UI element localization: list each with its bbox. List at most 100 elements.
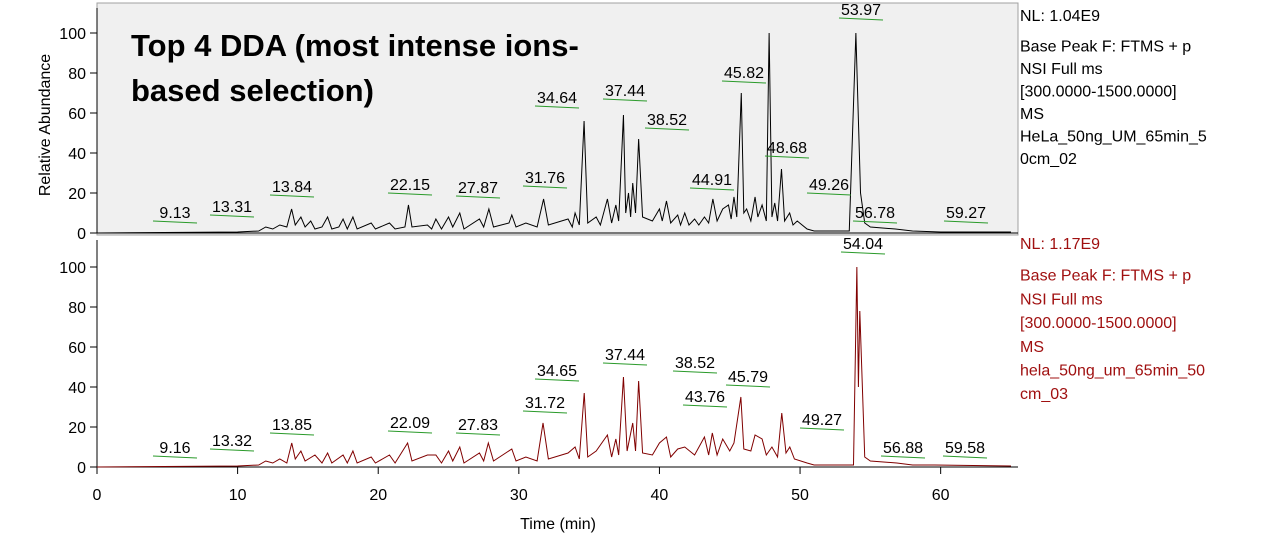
peak-leader: [806, 192, 852, 196]
peak-label: 45.79: [728, 369, 768, 386]
info-line: HeLa_50ng_UM_65min_5: [1020, 129, 1207, 146]
peak-label: 27.83: [458, 417, 498, 434]
y-tick-label: 100: [59, 26, 86, 43]
peak-leader: [880, 455, 926, 459]
peak-leader: [534, 378, 580, 382]
info-line: hela_50ng_um_65min_50: [1020, 363, 1205, 380]
peak-leader: [764, 155, 810, 159]
info-line: MS: [1020, 106, 1044, 123]
peak-leader: [689, 187, 735, 191]
info-line: Base Peak F: FTMS + p: [1020, 268, 1191, 285]
peak-label: 56.78: [855, 205, 895, 222]
peak-label: 27.87: [458, 180, 498, 197]
y-tick-label: 60: [68, 340, 86, 357]
peak-label: 9.13: [159, 205, 190, 222]
y-tick-label: 0: [77, 226, 86, 243]
peak-leader: [209, 214, 255, 218]
info-line: [300.0000-1500.0000]: [1020, 315, 1177, 332]
info-line: NL: 1.17E9: [1020, 236, 1100, 253]
info-line: MS: [1020, 339, 1044, 356]
peak-label: 59.58: [945, 440, 985, 457]
peak-leader: [942, 455, 988, 459]
info-line: 0cm_02: [1020, 151, 1077, 168]
peak-leader: [602, 362, 648, 366]
y-tick-label: 20: [68, 420, 86, 437]
trace: [96, 32, 1011, 234]
x-axis-label: Time (min): [520, 516, 596, 533]
peak-leader: [534, 105, 580, 109]
peak-label: 13.84: [272, 179, 312, 196]
peak-leader: [387, 192, 433, 196]
peak-leader: [682, 404, 728, 408]
peak-label: 38.52: [675, 355, 715, 372]
y-tick-label: 80: [68, 66, 86, 83]
peak-label: 37.44: [605, 83, 645, 100]
x-tick-label: 20: [369, 487, 387, 504]
info-line: NSI Full ms: [1020, 61, 1103, 78]
x-tick-label: 10: [229, 487, 247, 504]
peak-leader: [455, 195, 501, 199]
peak-label: 13.31: [212, 199, 252, 216]
y-tick-label: 100: [59, 260, 86, 277]
peak-label: 43.76: [685, 389, 725, 406]
peak-label: 22.09: [390, 415, 430, 432]
peak-leader: [725, 384, 771, 388]
peak-label: 9.16: [159, 440, 190, 457]
peak-leader: [840, 251, 886, 255]
peak-label: 37.44: [605, 347, 645, 364]
peak-label: 48.68: [767, 140, 807, 157]
peak-leader: [522, 410, 568, 414]
y-tick-label: 0: [77, 460, 86, 477]
x-tick-label: 50: [791, 487, 809, 504]
peak-leader: [852, 220, 898, 224]
y-tick-label: 60: [68, 106, 86, 123]
peak-leader: [721, 80, 767, 84]
x-tick-label: 60: [932, 487, 950, 504]
info-line: cm_03: [1020, 386, 1068, 403]
info-line: [300.0000-1500.0000]: [1020, 84, 1177, 101]
peak-label: 44.91: [692, 172, 732, 189]
peak-leader: [152, 220, 198, 224]
peak-leader: [152, 455, 198, 459]
peak-label: 31.76: [525, 170, 565, 187]
peak-label: 53.97: [841, 2, 881, 19]
peak-label: 56.88: [883, 440, 923, 457]
y-axis-label: Relative Abundance: [37, 54, 54, 196]
x-tick-label: 40: [651, 487, 669, 504]
peak-label: 13.85: [272, 417, 312, 434]
annotation-line: Top 4 DDA (most intense ions-: [131, 28, 579, 63]
peak-label: 49.27: [802, 412, 842, 429]
peak-leader: [269, 194, 315, 198]
peak-leader: [602, 98, 648, 102]
info-line: NSI Full ms: [1020, 291, 1103, 308]
peak-label: 38.52: [647, 112, 687, 129]
peak-label: 49.26: [809, 177, 849, 194]
peak-label: 34.64: [537, 90, 577, 107]
x-tick-label: 30: [510, 487, 528, 504]
peak-label: 22.15: [390, 177, 430, 194]
peak-leader: [943, 220, 989, 224]
y-tick-label: 40: [68, 380, 86, 397]
info-line: NL: 1.04E9: [1020, 8, 1100, 25]
peak-label: 31.72: [525, 395, 565, 412]
y-tick-label: 40: [68, 146, 86, 163]
peak-leader: [387, 430, 433, 434]
peak-label: 59.27: [946, 205, 986, 222]
trace: [96, 266, 1011, 468]
peak-label: 34.65: [537, 363, 577, 380]
peak-label: 54.04: [843, 236, 883, 253]
peak-leader: [672, 370, 718, 374]
peak-leader: [455, 432, 501, 436]
peak-leader: [644, 127, 690, 131]
info-line: Base Peak F: FTMS + p: [1020, 39, 1191, 56]
x-tick-label: 0: [93, 487, 102, 504]
peak-leader: [209, 448, 255, 452]
annotation-line: based selection): [131, 73, 374, 108]
y-tick-label: 80: [68, 300, 86, 317]
peak-label: 45.82: [724, 65, 764, 82]
peak-leader: [799, 427, 845, 431]
peak-leader: [838, 17, 884, 21]
y-tick-label: 20: [68, 186, 86, 203]
peak-leader: [522, 185, 568, 189]
peak-leader: [269, 432, 315, 436]
